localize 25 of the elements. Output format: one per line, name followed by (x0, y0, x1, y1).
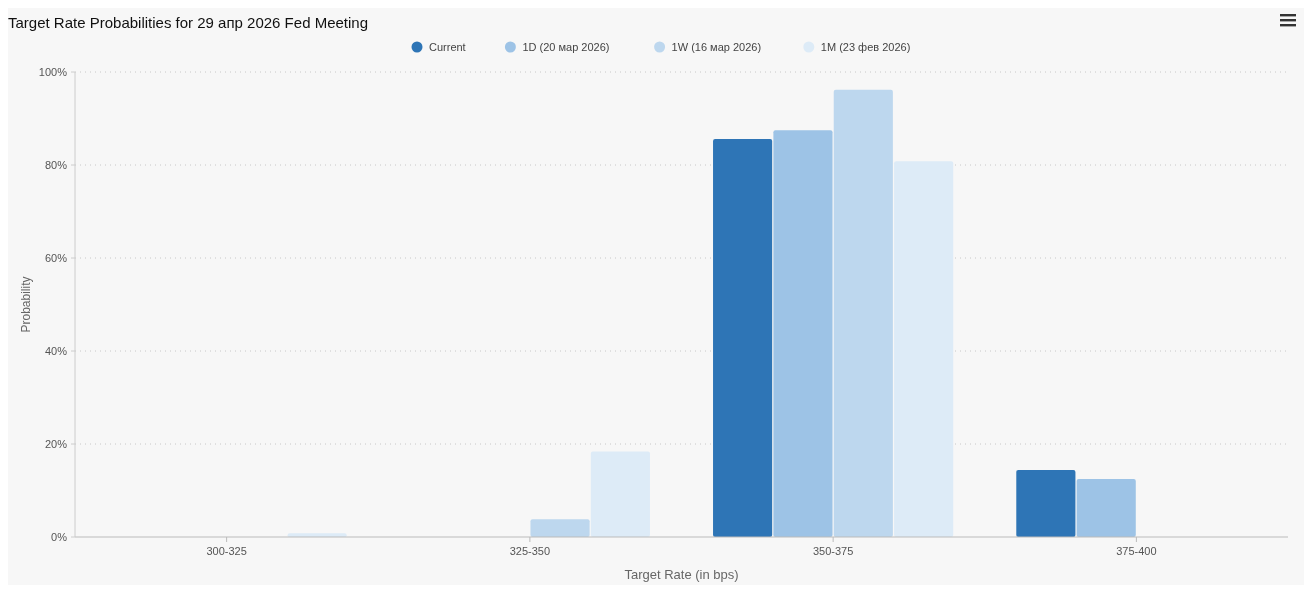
x-tick-label: 350-375 (812, 545, 854, 557)
legend-label: Current (429, 41, 466, 53)
y-tick-label: 40% (44, 345, 68, 357)
x-axis-title: Target Rate (in bps) (624, 567, 739, 582)
x-tick-label: 325-350 (509, 545, 551, 557)
bar (1016, 470, 1076, 537)
legend-label: 1D (20 мар 2026) (522, 41, 610, 53)
legend-label: 1W (16 мар 2026) (671, 41, 762, 53)
chart-title: Target Rate Probabilities for 29 апр 2026 Fed Meeting (8, 14, 368, 31)
legend-label: 1M (23 фев 2026) (820, 41, 911, 53)
y-tick-label: 20% (44, 438, 68, 450)
y-tick-label: 60% (44, 252, 68, 264)
y-axis-title: Probability (19, 276, 33, 333)
x-tick-label: 375-400 (1116, 545, 1157, 557)
bar (1076, 478, 1136, 537)
bar (713, 138, 773, 537)
y-tick-label: 100% (38, 66, 68, 78)
y-tick-label: 0% (51, 531, 68, 543)
x-tick-label: 300-325 (206, 545, 247, 557)
bar (530, 519, 590, 537)
bar (590, 451, 650, 537)
bar (894, 161, 954, 537)
bar (833, 89, 893, 537)
bar (773, 130, 833, 537)
y-tick-label: 80% (44, 159, 68, 171)
